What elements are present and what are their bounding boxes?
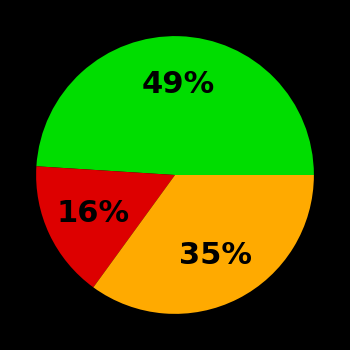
Wedge shape: [36, 166, 175, 287]
Wedge shape: [93, 175, 314, 314]
Text: 16%: 16%: [57, 199, 130, 228]
Text: 35%: 35%: [180, 241, 252, 270]
Wedge shape: [36, 36, 314, 175]
Text: 49%: 49%: [141, 70, 215, 99]
